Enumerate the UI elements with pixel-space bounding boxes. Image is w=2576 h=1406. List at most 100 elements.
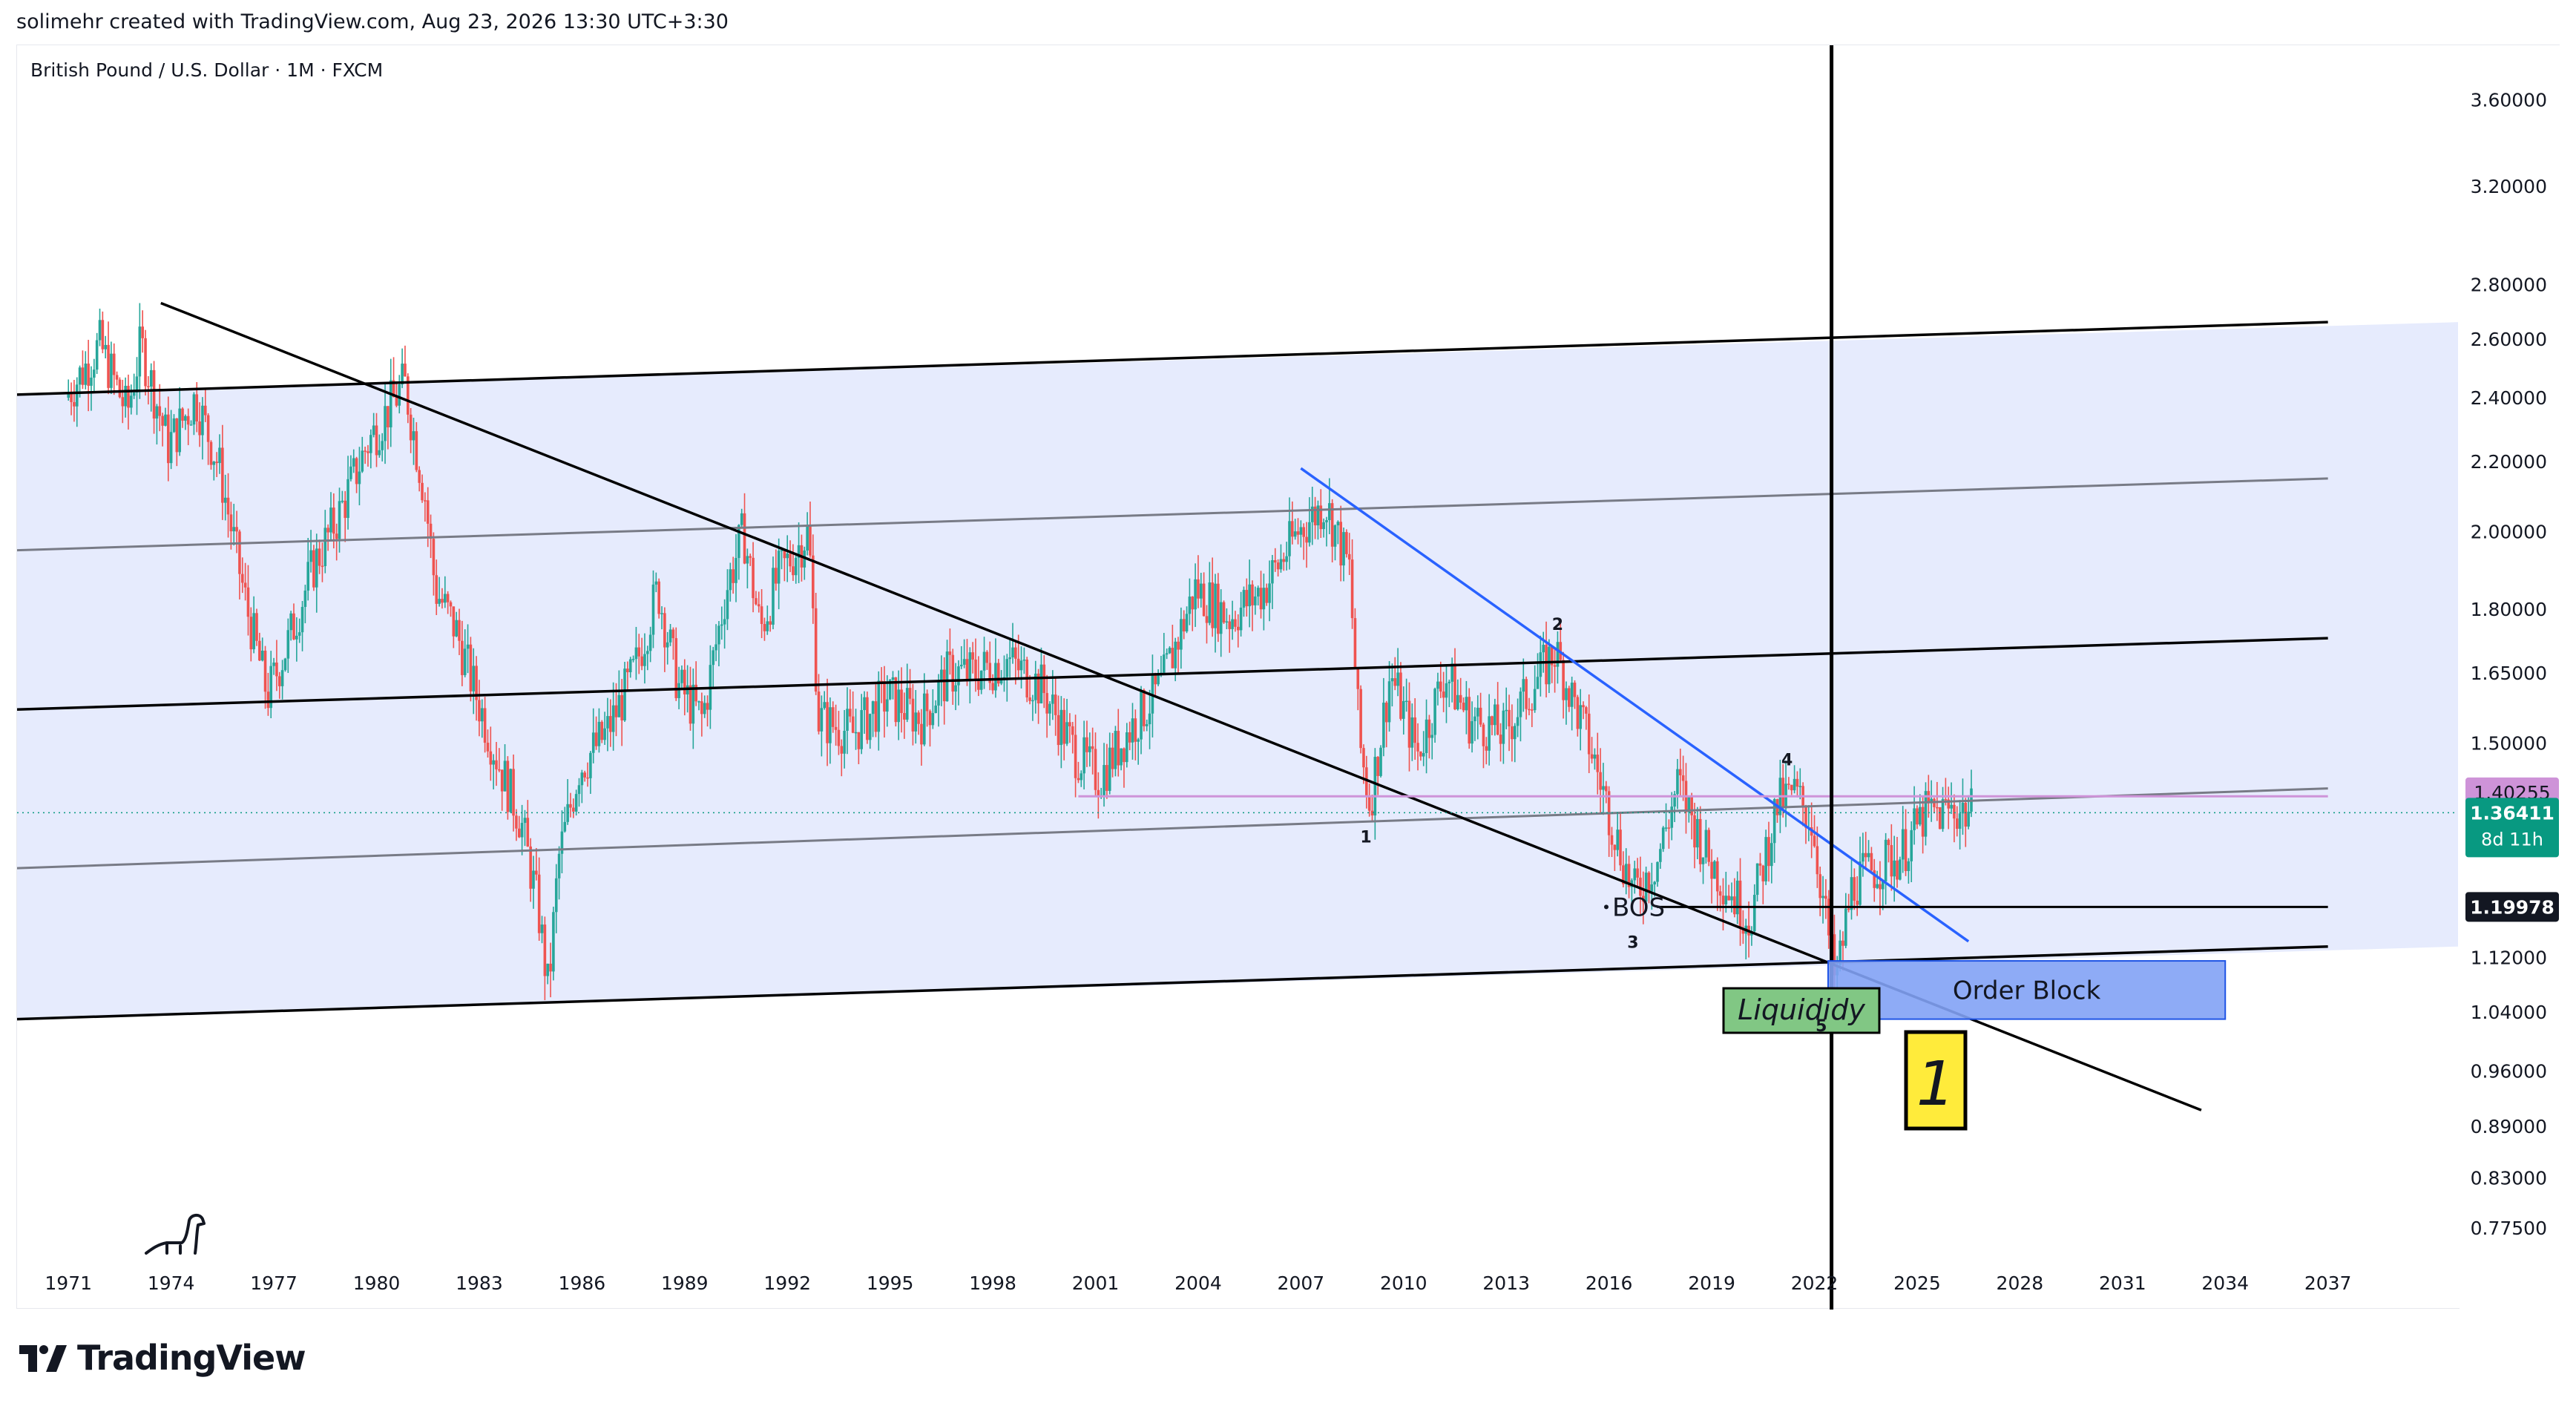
candle-body <box>1781 778 1785 809</box>
candle-body <box>90 377 93 386</box>
candle-body <box>240 574 244 583</box>
candle-body <box>945 651 949 702</box>
candle-body <box>1596 755 1600 772</box>
candle-body <box>1482 724 1485 746</box>
candle-body <box>594 732 598 746</box>
candle-body <box>503 761 507 792</box>
marker-box[interactable] <box>1904 1030 1968 1131</box>
candle-body <box>1613 844 1617 850</box>
candle-body <box>1448 681 1451 683</box>
candle-body <box>1145 724 1149 726</box>
liquidity-box[interactable] <box>1722 987 1881 1034</box>
brand-logo[interactable]: TradingView <box>19 1336 306 1380</box>
last-price-tag[interactable] <box>2465 798 2559 858</box>
candle-body <box>1816 846 1819 875</box>
candle-body <box>1345 532 1348 554</box>
candle-body <box>600 721 604 740</box>
candle-body <box>1126 732 1128 763</box>
candle-body <box>1496 704 1499 735</box>
candle-body <box>1128 732 1131 743</box>
time-tick-label: 1989 <box>661 1272 709 1294</box>
candle-body <box>1525 679 1528 709</box>
candle-body <box>155 406 159 419</box>
candle-body <box>135 376 139 393</box>
candle-body <box>1650 884 1654 892</box>
candle-body <box>1347 553 1351 560</box>
candle-body <box>478 700 481 722</box>
candle-body <box>732 569 735 583</box>
candle-body <box>517 828 521 838</box>
candle-body <box>1254 596 1257 605</box>
candle-body <box>809 525 812 556</box>
candle-body <box>404 364 407 377</box>
candle-body <box>466 644 470 649</box>
candle-body <box>1450 663 1453 682</box>
price-chart[interactable]: Order Block Liquididy 1 BOS 1 2 3 4 5 3.60000 3.2… <box>17 45 2560 1310</box>
candle-body <box>1034 673 1037 700</box>
bos-price-tag[interactable] <box>2465 892 2559 922</box>
candle-body <box>691 684 695 724</box>
candle-body <box>729 569 732 591</box>
order-block-zone[interactable] <box>1827 960 2227 1020</box>
candle-body <box>223 497 227 503</box>
candle-body <box>1054 694 1057 715</box>
candle-body <box>229 514 233 532</box>
candle-body <box>1094 749 1097 790</box>
candle-body <box>1513 726 1517 740</box>
candle-body <box>475 666 478 700</box>
candle-body <box>1382 703 1385 748</box>
candle-body <box>614 705 618 717</box>
candle-body <box>1813 835 1816 847</box>
candle-body <box>1565 688 1568 700</box>
candle-body <box>942 669 946 702</box>
price-tick-label: 2.20000 <box>2471 451 2547 473</box>
candle-body <box>1867 853 1870 858</box>
candle-body <box>346 479 349 519</box>
candle-body <box>1473 716 1476 721</box>
candle-body <box>537 874 541 933</box>
candle-body <box>1120 748 1123 766</box>
wave-label-4: 4 <box>1781 752 1793 770</box>
chart-panel[interactable]: Order Block Liquididy 1 BOS 1 2 3 4 5 3.60000 3.2… <box>16 45 2560 1310</box>
candle-body <box>1325 520 1328 523</box>
candle-body <box>495 760 498 769</box>
candle-body <box>367 451 369 453</box>
candle-body <box>1234 619 1237 627</box>
candle-body <box>303 591 307 608</box>
candle-body <box>1194 579 1197 610</box>
candle-body <box>1599 772 1602 790</box>
candle-body <box>1752 895 1756 932</box>
candle-body <box>1698 818 1702 864</box>
candle-body <box>1059 709 1063 746</box>
time-axis[interactable]: 1971 1974 1977 1980 1983 1986 1989 1992 1995 1998… <box>45 1272 2351 1294</box>
candle-body <box>1022 659 1026 661</box>
candle-body <box>937 680 940 706</box>
candle-body <box>849 709 852 717</box>
candle-body <box>1468 697 1471 744</box>
candle-body <box>880 680 883 683</box>
candle-body <box>1185 614 1189 632</box>
candle-body <box>118 379 122 398</box>
candle-body <box>569 804 572 808</box>
candle-body <box>1276 562 1280 570</box>
candle-body <box>1293 531 1297 537</box>
candle-body <box>1097 789 1100 798</box>
time-tick-label: 1974 <box>148 1272 195 1294</box>
candle-body <box>1002 677 1006 679</box>
candle-body <box>1964 802 1968 827</box>
candle-body <box>192 394 196 425</box>
candle-body <box>144 338 147 387</box>
candle-body <box>289 613 292 631</box>
candle-body <box>329 507 332 533</box>
candle-body <box>1471 720 1473 744</box>
candle-body <box>70 393 73 402</box>
candle-body <box>982 651 986 671</box>
candle-body <box>674 638 678 698</box>
candle-body <box>700 701 703 715</box>
candle-body <box>1296 531 1300 535</box>
candle-body <box>1913 808 1916 830</box>
price-axis[interactable]: 3.60000 3.20000 2.80000 2.60000 2.40000 2.200… <box>2460 45 2560 1310</box>
candle-body <box>415 431 418 470</box>
candle-body <box>646 651 649 654</box>
candle-body <box>1550 646 1554 666</box>
